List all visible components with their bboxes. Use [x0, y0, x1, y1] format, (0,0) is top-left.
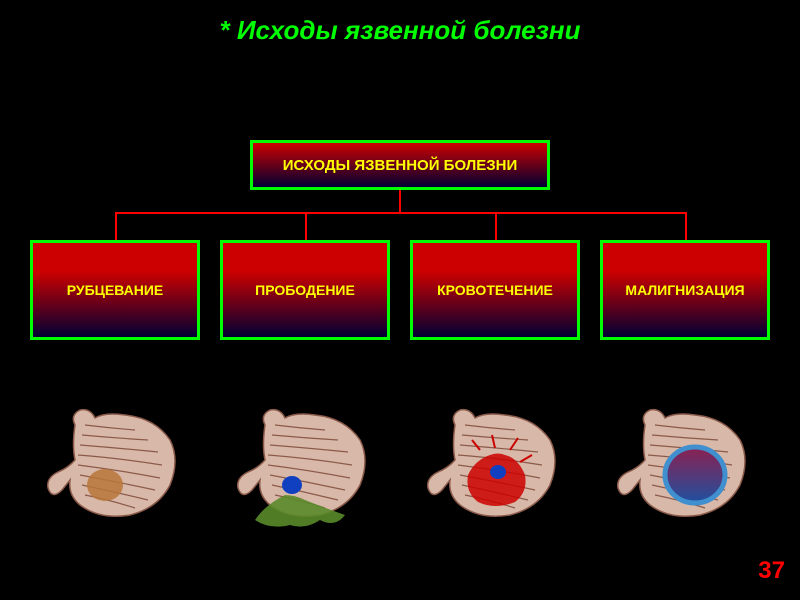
main-category-box: ИСХОДЫ ЯЗВЕННОЙ БОЛЕЗНИ — [250, 140, 550, 190]
category-box-2: КРОВОТЕЧЕНИЕ — [410, 240, 580, 340]
main-category-label: ИСХОДЫ ЯЗВЕННОЙ БОЛЕЗНИ — [283, 157, 518, 174]
category-box-1: ПРОБОДЕНИЕ — [220, 240, 390, 340]
category-box-3: МАЛИГНИЗАЦИЯ — [600, 240, 770, 340]
stomach-bleeding — [420, 400, 570, 540]
categories-row: РУБЦЕВАНИЕПРОБОДЕНИЕКРОВОТЕЧЕНИЕМАЛИГНИЗ… — [30, 240, 770, 340]
stomach-scarring — [40, 400, 190, 540]
stomach-perforation — [230, 400, 380, 540]
category-box-0: РУБЦЕВАНИЕ — [30, 240, 200, 340]
page-number: 37 — [758, 557, 785, 585]
stomach-malignancy — [610, 400, 760, 540]
stomachs-row — [20, 400, 780, 540]
slide-title: * Исходы язвенной болезни — [0, 0, 800, 46]
